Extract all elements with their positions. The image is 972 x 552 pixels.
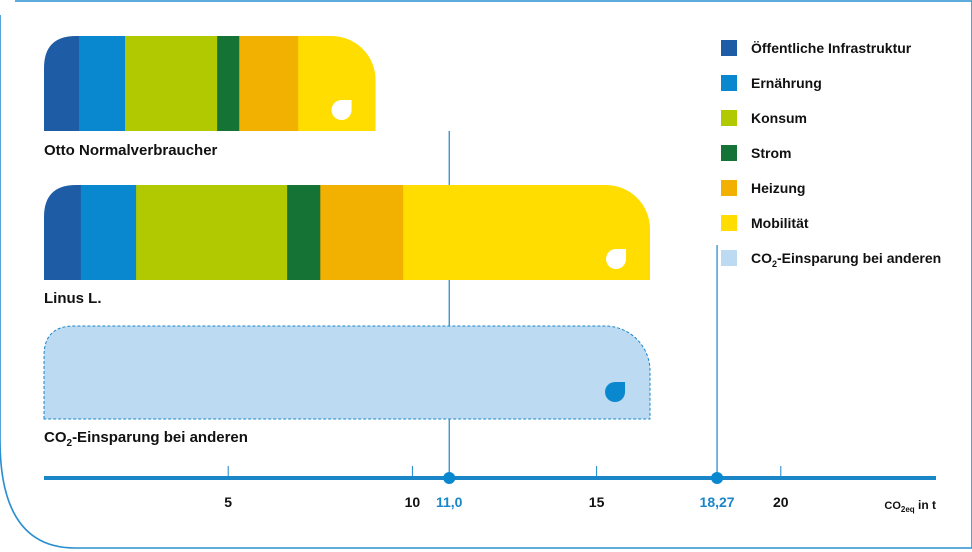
stacked-bar-1 [44,36,376,131]
bar-segment--ffentliche-infrastruktur [44,36,80,131]
legend-swatch [721,215,737,231]
legend-label: Ernährung [751,75,822,91]
unit-label: CO2eq in t [884,498,936,514]
legend-label: CO2-Einsparung bei anderen [751,250,941,269]
bar-segment-heizung [320,185,404,280]
bar-segment--ffentliche-infrastruktur [44,185,82,280]
legend-label: Strom [751,145,791,161]
drop-icon [605,382,626,402]
x-tick-label: 5 [224,494,232,510]
bar-segment-ern-hrung [80,185,137,280]
legend-swatch [721,75,737,91]
bar-segment-konsum [136,185,288,280]
savings-label: CO2-Einsparung bei anderen [44,429,248,449]
marker-dot [711,472,724,484]
legend-label: Mobilität [751,215,809,231]
drop-icon [331,100,352,120]
x-tick-label: 15 [589,494,605,510]
stacked-bar-2 [44,185,651,280]
x-tick-label: 20 [773,494,789,510]
drop-icon [606,249,627,269]
legend-label: Öffentliche Infrastruktur [751,40,912,56]
bar-segment-konsum [125,36,218,131]
marker-label: 18,27 [700,494,735,510]
bar-segment-ern-hrung [78,36,126,131]
marker-label: 11,0 [436,494,463,510]
legend-label: Heizung [751,180,805,196]
bar-segment-strom [217,36,240,131]
bar-label: Otto Normalverbraucher [44,142,218,159]
legend-swatch [721,110,737,126]
legend-swatch [721,180,737,196]
bar-segment-heizung [239,36,299,131]
legend-swatch [721,145,737,161]
legend-swatch [721,250,737,266]
legend-label: Konsum [751,110,807,126]
bar-label: Linus L. [44,290,102,307]
x-tick-label: 10 [405,494,421,510]
legend-swatch [721,40,737,56]
savings-bar [43,325,651,420]
marker-dot [443,472,456,484]
bar-segment-strom [287,185,321,280]
